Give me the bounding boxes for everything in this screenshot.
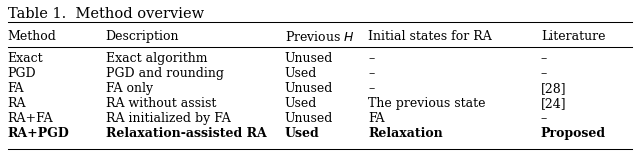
Text: Exact algorithm: Exact algorithm — [106, 52, 207, 65]
Text: Table 1.  Method overview: Table 1. Method overview — [8, 7, 204, 21]
Text: RA+FA: RA+FA — [8, 112, 53, 125]
Text: FA only: FA only — [106, 82, 153, 95]
Text: PGD: PGD — [8, 67, 36, 80]
Text: FA: FA — [8, 82, 24, 95]
Text: Proposed: Proposed — [541, 127, 606, 140]
Text: [28]: [28] — [541, 82, 566, 95]
Text: –: – — [541, 112, 547, 125]
Text: Unused: Unused — [285, 82, 333, 95]
Text: Relaxation-assisted RA: Relaxation-assisted RA — [106, 127, 266, 140]
Text: Unused: Unused — [285, 52, 333, 65]
Text: RA+PGD: RA+PGD — [8, 127, 69, 140]
Text: Relaxation: Relaxation — [368, 127, 443, 140]
Text: Literature: Literature — [541, 30, 605, 43]
Text: RA: RA — [8, 97, 26, 110]
Text: Used: Used — [285, 67, 317, 80]
Text: –: – — [368, 67, 374, 80]
Text: Method: Method — [8, 30, 56, 43]
Text: –: – — [368, 52, 374, 65]
Text: Exact: Exact — [8, 52, 44, 65]
Text: –: – — [541, 52, 547, 65]
Text: The previous state: The previous state — [368, 97, 486, 110]
Text: Previous $H$: Previous $H$ — [285, 30, 355, 44]
Text: Unused: Unused — [285, 112, 333, 125]
Text: Description: Description — [106, 30, 179, 43]
Text: PGD and rounding: PGD and rounding — [106, 67, 223, 80]
Text: RA initialized by FA: RA initialized by FA — [106, 112, 230, 125]
Text: [24]: [24] — [541, 97, 566, 110]
Text: FA: FA — [368, 112, 385, 125]
Text: –: – — [541, 67, 547, 80]
Text: Used: Used — [285, 97, 317, 110]
Text: –: – — [368, 82, 374, 95]
Text: Used: Used — [285, 127, 319, 140]
Text: RA without assist: RA without assist — [106, 97, 216, 110]
Text: Initial states for RA: Initial states for RA — [368, 30, 492, 43]
